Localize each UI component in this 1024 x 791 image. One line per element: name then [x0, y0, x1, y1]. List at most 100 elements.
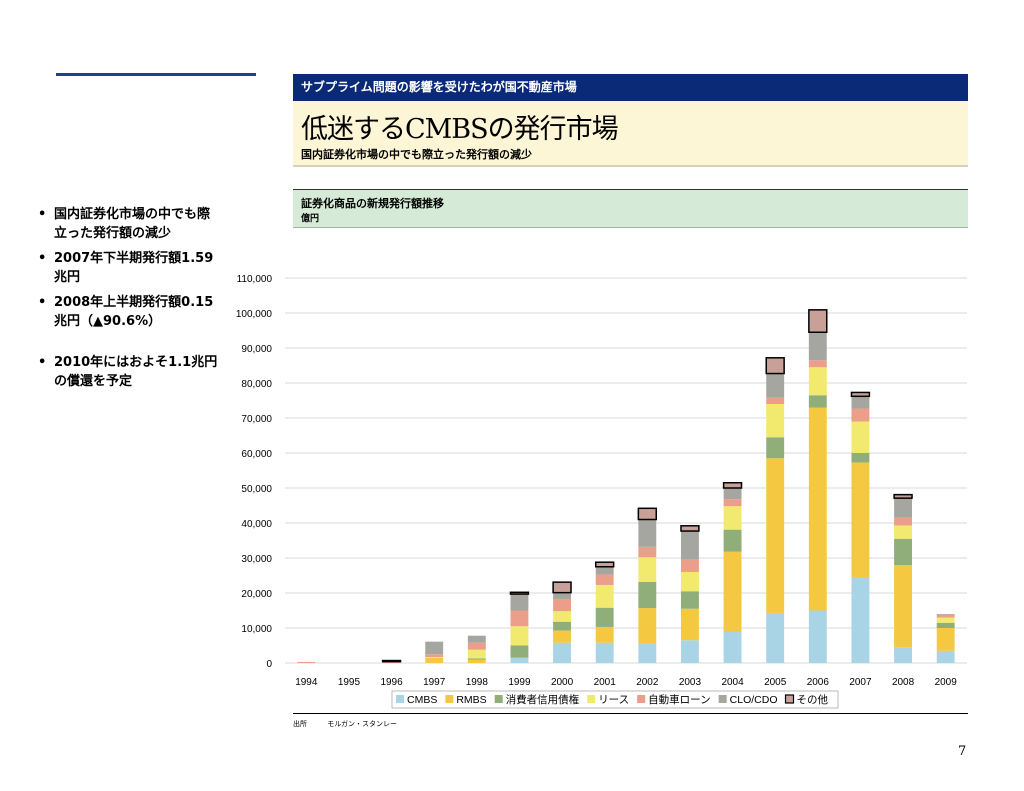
bar-segment [638, 519, 657, 547]
bar-segment [936, 650, 955, 663]
bar-segment [894, 538, 913, 565]
x-tick-label: 2007 [849, 677, 872, 688]
y-tick-label: 30,000 [241, 554, 272, 565]
bar-segment [936, 614, 955, 615]
legend-swatch [718, 695, 727, 703]
bullet-item: 2007年下半期発行額1.59兆円 [38, 249, 220, 287]
bar-segment [936, 622, 955, 628]
y-tick-label: 100,000 [236, 309, 273, 320]
bar-segment [638, 546, 657, 558]
y-tick-label: 0 [266, 659, 272, 670]
x-tick-label: 2002 [636, 677, 659, 688]
bar-segment [723, 631, 742, 663]
bar-segment [851, 408, 870, 422]
y-tick-label: 60,000 [241, 449, 272, 460]
legend-swatch [587, 695, 596, 703]
x-tick-label: 1997 [423, 677, 446, 688]
bar-segment [680, 572, 699, 592]
legend-label: CMBS [407, 694, 437, 706]
bar-segment [766, 458, 785, 613]
bar-segment [723, 529, 742, 552]
y-tick-label: 90,000 [241, 344, 272, 355]
chart-unit: 億円 [301, 214, 320, 224]
bullet-item: 国内証券化市場の中でも際立った発行額の減少 [38, 205, 220, 243]
bullet-item: 2008年上半期発行額0.15兆円（▲90.6%） [38, 293, 220, 331]
bar-segment [638, 557, 657, 582]
bar-segment [638, 581, 657, 609]
bar-segment [467, 642, 486, 650]
bar-segment [808, 367, 827, 396]
bar-segment [851, 462, 870, 578]
source-text: モルガン・スタンレー [327, 720, 398, 728]
bar-segment [509, 591, 530, 595]
bar-segment [638, 643, 657, 663]
bar-segment [425, 641, 444, 655]
bar-segment [680, 531, 699, 560]
bar-segment [553, 611, 572, 622]
bar-segment [510, 594, 529, 611]
y-tick-label: 70,000 [241, 414, 272, 425]
x-tick-label: 2005 [764, 677, 787, 688]
page-number: 7 [958, 744, 967, 759]
bar-segment [808, 332, 827, 361]
bar-segment [850, 391, 871, 398]
bar-segment [637, 507, 658, 521]
x-tick-label: 1995 [338, 677, 361, 688]
x-tick-label: 2006 [807, 677, 830, 688]
bar-segment [894, 498, 913, 518]
bar-segment [553, 630, 572, 643]
title-box: 低迷するCMBSの発行市場 国内証券化市場の中でも際立った発行額の減少 [293, 101, 968, 167]
bar-segment [894, 647, 913, 663]
bar-segment [510, 645, 529, 658]
bar-segment [766, 404, 785, 438]
bar-segment [680, 608, 699, 641]
legend-swatch [396, 695, 404, 703]
x-tick-label: 2008 [892, 677, 915, 688]
bar-segment [467, 649, 486, 659]
page-title: 低迷するCMBSの発行市場 [301, 114, 619, 145]
bar-segment [553, 598, 572, 612]
chart-header: 証券化商品の新規発行額推移 億円 [293, 189, 968, 228]
y-tick-label: 10,000 [241, 624, 272, 635]
bar-segment [766, 612, 785, 663]
bar-segment [680, 559, 699, 572]
bar-segment [595, 626, 614, 643]
bar-segment [467, 659, 486, 663]
y-tick-label: 110,000 [237, 274, 273, 285]
bar-segment [638, 608, 657, 644]
x-tick-label: 2004 [721, 677, 744, 688]
x-tick-label: 2001 [594, 677, 617, 688]
legend-swatch [494, 695, 503, 703]
top-accent-rule [56, 73, 256, 76]
x-tick-label: 1999 [508, 677, 531, 688]
bar-segment [808, 610, 827, 663]
bar-segment [467, 658, 486, 660]
legend-swatch [784, 694, 795, 704]
bar-segment [851, 577, 870, 663]
bar-segment [381, 659, 402, 663]
bar-segment [722, 482, 743, 489]
bar-segment [595, 607, 614, 627]
x-tick-label: 2003 [679, 677, 702, 688]
bar-segment [723, 551, 742, 632]
bar-segment [510, 626, 529, 646]
bar-segment [936, 617, 955, 623]
bar-segment [425, 657, 444, 663]
source-note: 出所 モルガン・スタンレー [293, 713, 968, 729]
bullet-item: 2010年にはおよそ1.1兆円の償還を予定 [38, 353, 220, 391]
bar-segment [723, 506, 742, 530]
y-tick-label: 20,000 [241, 589, 272, 600]
bar-segment [552, 581, 572, 594]
bar-segment [595, 566, 614, 575]
legend-label: RMBS [456, 694, 486, 706]
bar-segment [723, 499, 742, 507]
bar-segment [766, 373, 785, 397]
bullet-list: 国内証券化市場の中でも際立った発行額の減少 2007年下半期発行額1.59兆円 … [38, 205, 220, 397]
stacked-bar-chart: 0 10,000 20,000 30,000 40,000 50,000 60,000 70,… [236, 274, 967, 709]
bar-segment [595, 574, 614, 585]
bar-segment [851, 453, 870, 463]
bar-segment [297, 661, 316, 663]
section-banner: サブプライム問題の影響を受けたわが国不動産市場 [293, 74, 968, 101]
y-tick-label: 80,000 [241, 379, 272, 390]
bar-segment [510, 610, 529, 627]
